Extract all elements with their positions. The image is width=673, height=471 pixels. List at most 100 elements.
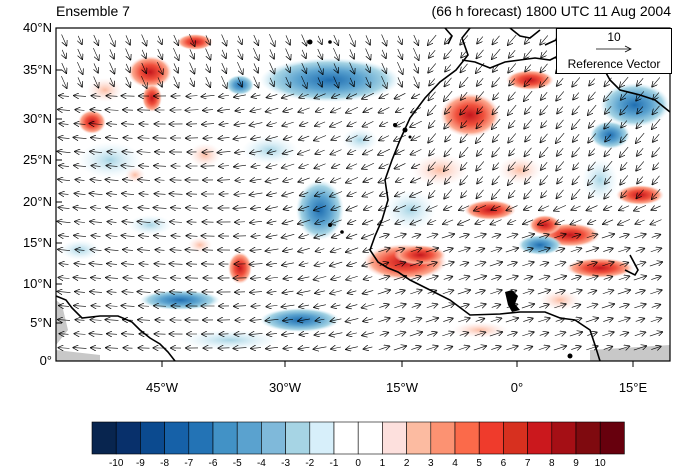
wind-vector — [59, 277, 70, 278]
wind-vector — [91, 249, 102, 250]
wind-vector — [477, 147, 484, 156]
wind-vector — [203, 152, 214, 153]
wind-vector — [253, 47, 258, 60]
wind-vector — [397, 61, 402, 74]
wind-vector — [604, 147, 612, 156]
wind-vector — [59, 235, 70, 236]
wind-vector — [58, 151, 71, 152]
colorbar-tick-label: 7 — [524, 458, 531, 469]
wind-vector — [621, 190, 628, 198]
wind-vector — [410, 219, 422, 225]
wind-vector — [507, 262, 516, 265]
wind-vector — [524, 119, 533, 128]
wind-vector — [539, 234, 548, 237]
wind-vector — [539, 206, 550, 210]
wind-vector — [635, 290, 644, 293]
wind-vector — [58, 291, 71, 292]
wind-vector — [538, 219, 551, 224]
wind-vector — [314, 205, 327, 211]
wind-vector — [524, 189, 533, 198]
wind-vector — [620, 76, 629, 87]
wind-vector — [138, 320, 151, 321]
wind-vector — [123, 292, 134, 293]
colorbar-tick-label: 5 — [476, 458, 482, 469]
wind-vector — [250, 193, 263, 195]
wind-vector — [331, 108, 342, 112]
wind-vector — [298, 319, 310, 321]
colorbar-swatch — [454, 421, 480, 455]
wind-vector — [350, 49, 354, 58]
wind-vector — [412, 164, 421, 168]
lon-label-45w: 45°W — [146, 380, 178, 395]
wind-vector — [139, 166, 150, 167]
wind-vector — [379, 263, 389, 266]
colorbar-swatch — [261, 421, 286, 455]
wind-vector — [94, 34, 98, 45]
wind-vector — [266, 108, 279, 112]
wind-vector — [650, 318, 661, 321]
wind-vector — [602, 262, 613, 266]
wind-vector — [601, 234, 614, 238]
wind-vector — [410, 248, 421, 251]
wind-vector — [476, 161, 485, 170]
wind-vector — [490, 219, 502, 225]
wind-vector — [298, 178, 310, 182]
wind-vector — [589, 148, 596, 156]
wind-vector — [443, 318, 452, 321]
colorbar-tick-label: 1 — [379, 458, 386, 469]
lat-label-5n: 5°N — [30, 315, 52, 330]
wind-vector — [238, 35, 242, 44]
wind-vector — [60, 264, 69, 265]
wind-vector — [298, 248, 310, 251]
wind-vector — [603, 248, 612, 251]
wind-vector — [333, 47, 338, 60]
wind-vector — [413, 47, 418, 60]
wind-vector — [426, 346, 437, 350]
wind-vector — [489, 262, 502, 266]
wind-vector — [267, 165, 278, 168]
wind-vector — [618, 276, 629, 279]
wind-vector — [394, 134, 406, 141]
wind-vector — [458, 248, 469, 252]
wind-vector — [475, 249, 485, 252]
wind-vector — [90, 292, 103, 293]
wind-vector — [268, 221, 277, 223]
wind-vector — [537, 290, 550, 294]
wind-vector — [219, 137, 230, 138]
colorbar-tick-label: -9 — [135, 458, 145, 469]
wind-vector — [218, 151, 231, 152]
colorbar-swatch — [478, 421, 504, 455]
wind-vector — [266, 277, 278, 279]
wind-vector — [365, 48, 371, 60]
wind-vector — [540, 63, 548, 72]
wind-vector — [267, 263, 277, 264]
wind-vector — [523, 277, 533, 280]
wind-vector — [58, 179, 70, 180]
wind-vector — [588, 220, 597, 224]
wind-vector — [414, 63, 418, 72]
wind-vector — [123, 180, 134, 181]
wind-vector — [461, 120, 468, 128]
wind-vector — [395, 150, 405, 154]
wind-vector — [107, 96, 118, 97]
wind-vector — [476, 91, 485, 100]
wind-vector — [332, 94, 341, 98]
wind-vector — [507, 205, 518, 211]
wind-vector — [91, 320, 102, 321]
wind-vector — [330, 333, 343, 336]
wind-vector — [379, 206, 390, 210]
wind-vector — [475, 220, 485, 224]
wind-vector — [586, 234, 597, 237]
wind-vector — [556, 161, 565, 170]
colorbar-swatch — [575, 421, 601, 455]
wind-vector — [283, 108, 293, 111]
anomaly-patch — [518, 235, 562, 255]
wind-vector — [299, 94, 309, 98]
wind-vector — [618, 318, 629, 322]
wind-vector — [492, 118, 501, 129]
wind-vector — [155, 264, 166, 265]
wind-vector — [410, 120, 422, 127]
wind-vector — [154, 306, 167, 307]
wind-vector — [635, 220, 645, 224]
wind-vector — [282, 234, 295, 237]
